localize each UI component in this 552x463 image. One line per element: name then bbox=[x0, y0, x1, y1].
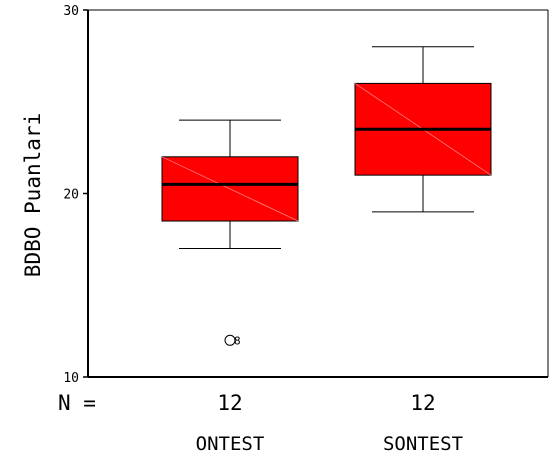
y-tick-label: 10 bbox=[63, 371, 79, 386]
n-count: 12 bbox=[217, 391, 242, 415]
y-tick-label: 20 bbox=[63, 188, 79, 203]
category-label: ONTEST bbox=[196, 433, 265, 455]
n-label: N = bbox=[58, 391, 96, 415]
y-axis-ticks: 10 20 30 bbox=[63, 4, 88, 386]
boxes: 8 12 ONTEST 12 SONTEST bbox=[161, 46, 492, 455]
box-ontest: 8 12 ONTEST bbox=[161, 119, 299, 455]
y-axis-label: BDBO Puanlari bbox=[21, 113, 45, 277]
y-tick-label: 30 bbox=[63, 4, 79, 19]
n-count: 12 bbox=[410, 391, 435, 415]
box-sontest: 12 SONTEST bbox=[354, 46, 492, 455]
category-label: SONTEST bbox=[383, 433, 463, 455]
outlier-label: 8 bbox=[234, 334, 241, 347]
plot-frame bbox=[87, 9, 549, 378]
box-diagonal bbox=[161, 156, 299, 222]
outlier-point bbox=[224, 334, 236, 346]
